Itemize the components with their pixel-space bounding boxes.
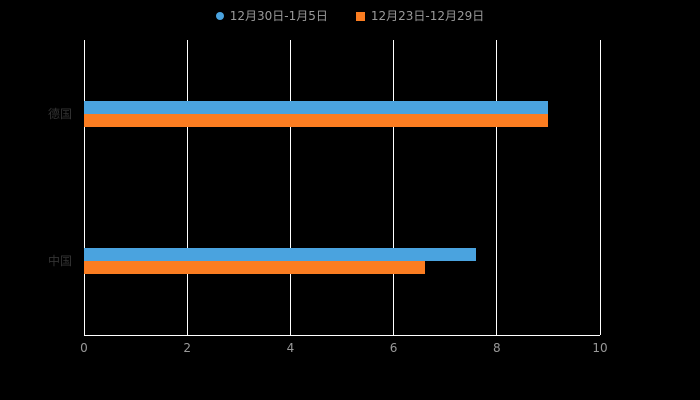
gridline: [496, 40, 498, 335]
gridline: [186, 40, 188, 335]
bar-series-2-德国[interactable]: [84, 113, 549, 127]
plot-area: [83, 40, 601, 336]
bar-series-2-中国[interactable]: [84, 261, 425, 275]
gridline: [289, 40, 291, 335]
legend-marker-circle: [215, 12, 224, 20]
x-tick-label: 6: [389, 341, 398, 355]
y-axis-labels: 德国 中国: [0, 40, 78, 335]
gridline: [393, 40, 395, 335]
legend-item[interactable]: 12月30日-1月5日: [215, 9, 328, 23]
bar-series-1-中国[interactable]: [84, 248, 477, 262]
x-tick-label: 10: [592, 341, 608, 355]
legend-item[interactable]: 12月23日-12月29日: [355, 9, 485, 23]
y-category-label: 中国: [47, 254, 72, 269]
legend: 12月30日-1月5日 12月23日-12月29日: [0, 6, 700, 26]
legend-label: 12月23日-12月29日: [370, 9, 485, 23]
bar-series-1-德国[interactable]: [84, 100, 549, 114]
legend-label: 12月30日-1月5日: [229, 9, 328, 23]
x-tick-label: 4: [286, 341, 295, 355]
gridline: [599, 40, 601, 335]
x-tick-label: 0: [80, 341, 88, 355]
x-axis: 0 2 4 6 8 10: [80, 341, 607, 358]
gridline: [83, 40, 85, 335]
y-category-label: 德国: [47, 106, 72, 121]
x-tick-label: 2: [183, 341, 192, 355]
legend-marker-square: [355, 11, 365, 21]
x-tick-label: 8: [492, 341, 501, 355]
